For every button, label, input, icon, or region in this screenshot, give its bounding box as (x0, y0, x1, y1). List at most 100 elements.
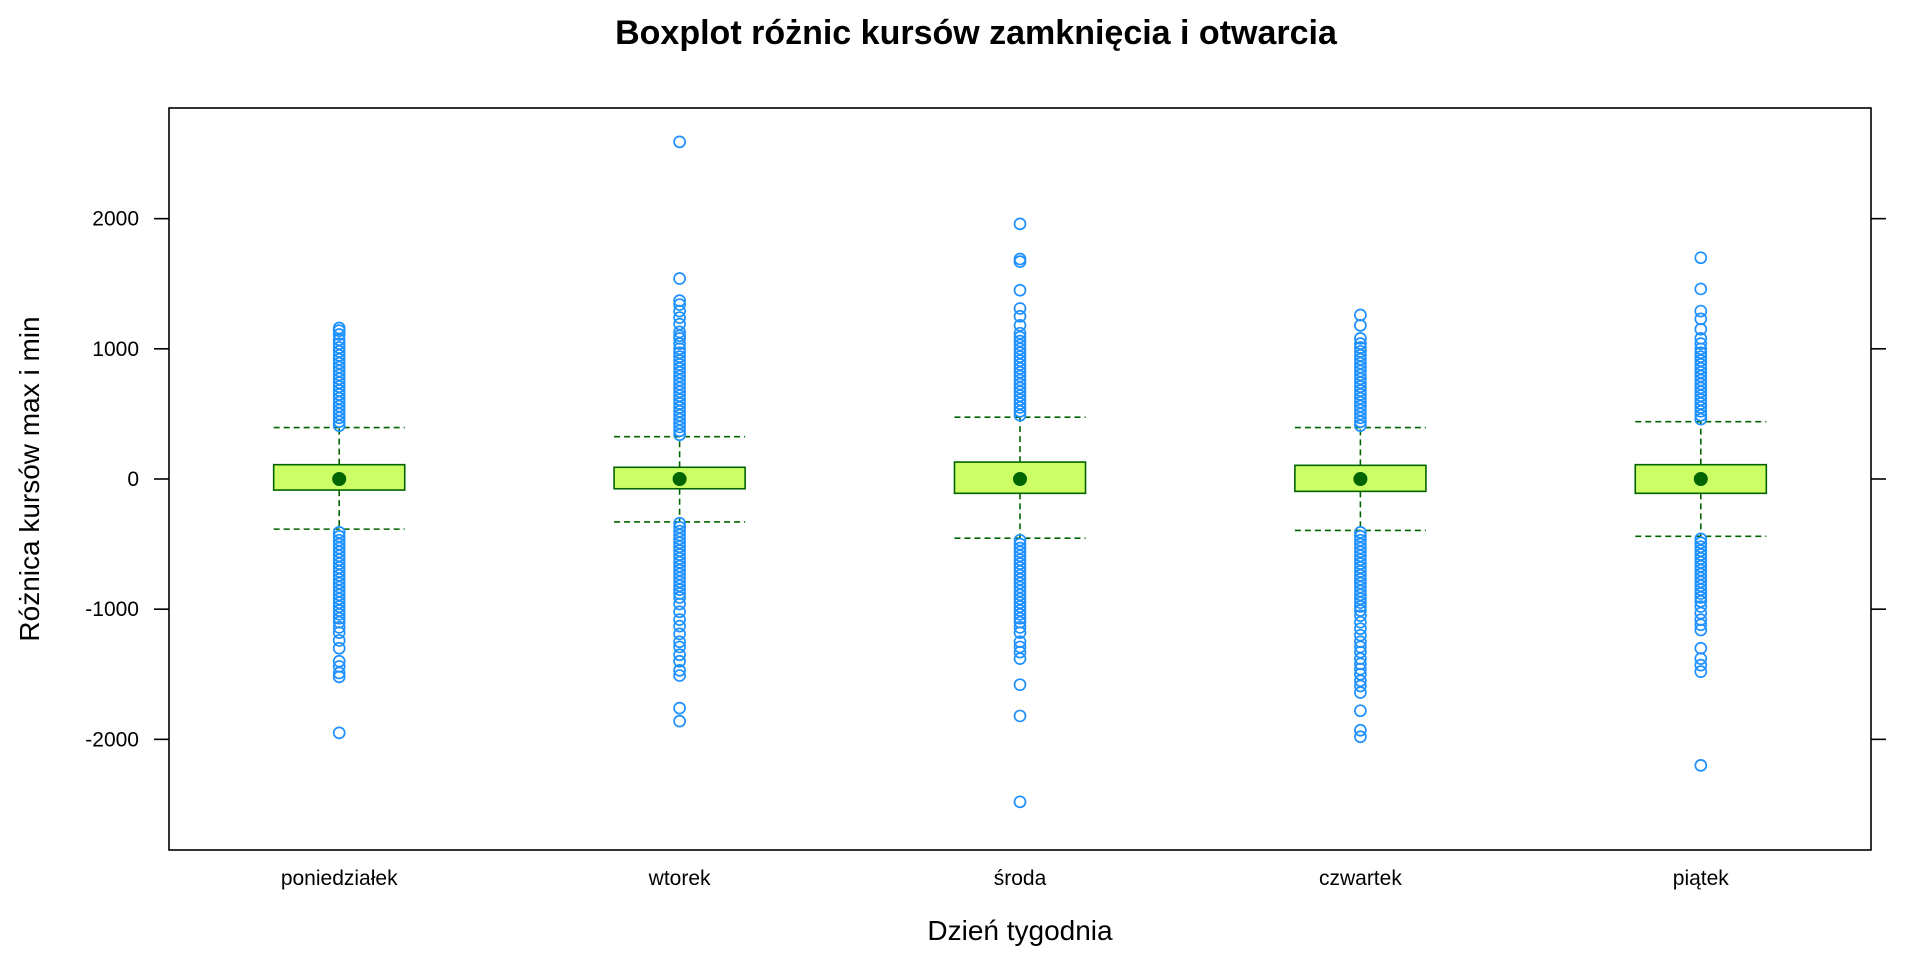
y-tick-label: 0 (127, 468, 139, 491)
y-tick-label: 2000 (92, 208, 139, 231)
outlier-point (1354, 341, 1367, 354)
outlier-point (1694, 665, 1708, 679)
median-dot (672, 472, 687, 486)
outlier-point (1694, 587, 1708, 600)
outlier-point (1013, 652, 1027, 665)
outlier-point (673, 298, 686, 311)
outlier-point (673, 714, 686, 728)
outlier-point (1694, 304, 1708, 318)
outlier-point (1694, 641, 1708, 655)
outlier-point (1013, 217, 1027, 231)
box-group (1294, 308, 1427, 744)
outlier-point (332, 666, 346, 680)
outlier-point (1694, 346, 1708, 360)
outlier-point (1694, 658, 1708, 672)
y-tick-label: -2000 (85, 728, 139, 751)
y-axis-label: Różnica kursów max i min (14, 316, 45, 641)
x-tick-label: piątek (1673, 867, 1730, 890)
outlier-point (673, 350, 686, 363)
outlier-point (1013, 795, 1027, 809)
outlier-point (332, 641, 346, 655)
outlier-point (673, 583, 686, 596)
outlier-point (1354, 596, 1367, 610)
outlier-point (673, 605, 686, 619)
y-axis: -2000 -1000 0 1000 2000 (85, 208, 1886, 751)
outlier-point (1013, 626, 1027, 639)
outlier-point (1013, 608, 1027, 621)
outlier-point (332, 621, 346, 634)
outlier-point (673, 317, 686, 331)
outlier-point (1694, 332, 1708, 345)
outlier-point (673, 135, 686, 149)
outlier-point (1354, 600, 1367, 613)
outlier-point (1694, 759, 1708, 772)
box-group (272, 321, 406, 740)
outlier-point (1013, 709, 1027, 723)
outlier-point (673, 627, 686, 641)
y-tick-label: 1000 (92, 338, 139, 361)
outlier-point (332, 608, 346, 621)
outlier-point (1013, 302, 1027, 315)
outlier-point (673, 635, 686, 649)
outlier-point (1013, 334, 1027, 348)
median-dot (332, 472, 347, 486)
outlier-point (1013, 252, 1027, 266)
x-axis: poniedziałek wtorek środa czwartek piątek (281, 867, 1729, 890)
outlier-point (1354, 622, 1367, 636)
box-series (272, 135, 1768, 809)
x-tick-label: wtorek (648, 867, 711, 890)
outlier-point (332, 626, 346, 639)
outlier-point (1013, 621, 1027, 634)
outlier-point (1694, 618, 1708, 632)
outlier-point (673, 669, 686, 682)
outlier-point (332, 337, 346, 350)
outlier-point (1694, 282, 1708, 296)
x-tick-label: środa (994, 867, 1047, 890)
outlier-point (673, 325, 686, 339)
outlier-point (673, 346, 686, 360)
outlier-point (673, 591, 686, 604)
outlier-point (1694, 350, 1708, 363)
outlier-point (332, 634, 346, 647)
outlier-point (1354, 679, 1367, 693)
outlier-point (1354, 308, 1367, 322)
outlier-point (1013, 611, 1027, 625)
outlier-point (1354, 337, 1367, 350)
outlier-point (673, 294, 686, 308)
outlier-point (673, 619, 686, 633)
outlier-point (1694, 251, 1708, 265)
outlier-point (673, 640, 686, 654)
x-tick-label: poniedziałek (281, 867, 398, 890)
outlier-point (1354, 615, 1367, 629)
median-dot (1693, 472, 1708, 486)
outlier-point (332, 670, 346, 684)
outlier-point (1354, 723, 1367, 737)
x-axis-label: Dzień tygodnia (927, 915, 1113, 946)
box-group (1634, 251, 1768, 772)
y-tick-label: -1000 (85, 598, 139, 621)
outlier-point (1013, 309, 1027, 323)
median-dot (1353, 472, 1368, 486)
outlier-point (1013, 283, 1027, 297)
outlier-point (1694, 591, 1708, 604)
outlier-point (1694, 337, 1708, 350)
outlier-point (673, 613, 686, 626)
outlier-point (1354, 319, 1367, 332)
chart-title: Boxplot różnic kursów zamknięcia i otwar… (615, 14, 1338, 52)
outlier-point (673, 701, 686, 715)
outlier-point (1354, 332, 1367, 345)
outlier-point (332, 328, 346, 341)
outlier-point (1354, 704, 1367, 718)
median-dot (1013, 472, 1027, 486)
box-group (953, 217, 1087, 809)
outlier-point (1694, 312, 1708, 326)
outlier-point (1694, 623, 1708, 637)
outlier-point (1694, 652, 1708, 665)
outlier-point (332, 611, 346, 625)
outlier-point (1354, 730, 1367, 744)
box-group (613, 135, 746, 728)
outlier-point (673, 272, 686, 285)
outlier-point (1354, 609, 1367, 623)
x-tick-label: czwartek (1319, 867, 1402, 890)
